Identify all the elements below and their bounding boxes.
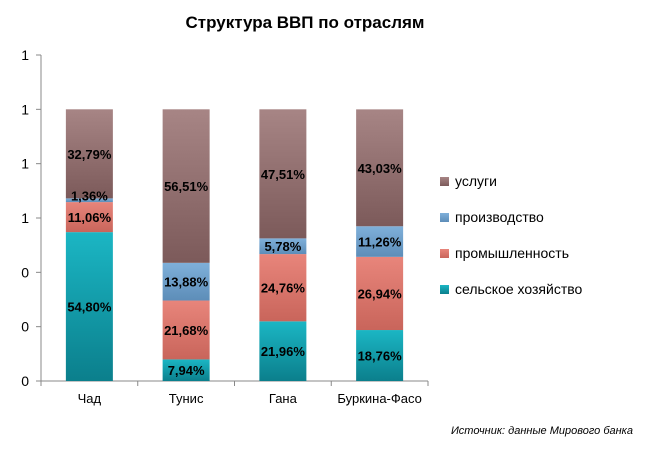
bar-segment bbox=[356, 330, 404, 381]
data-label: 26,94% bbox=[358, 286, 403, 301]
legend-swatch bbox=[440, 285, 449, 294]
legend: услуги производство промышленность сельское… bbox=[440, 173, 583, 297]
x-tick-label: Чад bbox=[78, 391, 102, 406]
bar-segment bbox=[65, 232, 113, 381]
legend-label: производство bbox=[455, 209, 544, 225]
y-tick-label: 1 bbox=[21, 210, 29, 226]
y-tick-label: 0 bbox=[21, 319, 29, 335]
bar-segment bbox=[65, 198, 113, 203]
data-label: 13,88% bbox=[164, 275, 209, 290]
x-tick-label: Гана bbox=[269, 391, 298, 406]
legend-swatch bbox=[440, 177, 449, 186]
bar-segment bbox=[259, 238, 307, 255]
y-tick-label: 0 bbox=[21, 264, 29, 280]
data-labels: 54,80% 11,06% 1,36% 32,79% 7,94% 21,68% 13,88%… bbox=[67, 147, 402, 378]
bar-segment bbox=[259, 109, 307, 239]
bars bbox=[65, 109, 404, 381]
data-label: 11,26% bbox=[358, 235, 402, 250]
bar-segment bbox=[259, 254, 307, 322]
x-tick-label: Буркина-Фасо bbox=[337, 391, 422, 406]
legend-label: промышленность bbox=[455, 245, 569, 261]
legend-label: услуги bbox=[455, 173, 497, 189]
bar-segment bbox=[356, 256, 404, 331]
y-tick-label: 1 bbox=[21, 101, 29, 117]
bar-segment bbox=[356, 226, 404, 257]
data-label: 43,03% bbox=[358, 161, 403, 176]
bar-segment bbox=[65, 109, 113, 199]
bar-segment bbox=[356, 109, 404, 227]
legend-label: сельское хозяйство bbox=[455, 281, 583, 297]
chart-title: Структура ВВП по отраслям bbox=[185, 13, 424, 32]
x-tick-label: Тунис bbox=[169, 391, 204, 406]
data-label: 24,76% bbox=[261, 281, 306, 296]
bar-segment bbox=[162, 262, 210, 301]
data-label: 21,68% bbox=[164, 323, 209, 338]
bar-segment bbox=[259, 321, 307, 381]
y-tick-label: 1 bbox=[21, 156, 29, 172]
legend-swatch bbox=[440, 213, 449, 222]
data-label: 11,06% bbox=[68, 210, 112, 225]
bar-segment bbox=[65, 202, 113, 233]
legend-swatch bbox=[440, 249, 449, 258]
data-label: 56,51% bbox=[164, 179, 209, 194]
bar-segment bbox=[162, 300, 210, 360]
data-label: 7,94% bbox=[168, 363, 205, 378]
y-tick-label: 1 bbox=[21, 47, 29, 63]
data-label: 54,80% bbox=[67, 300, 112, 315]
bar-segment bbox=[162, 359, 210, 381]
source-note: Источник: данные Мирового банка bbox=[451, 425, 633, 437]
y-tick-label: 0 bbox=[21, 373, 29, 389]
data-label: 47,51% bbox=[261, 167, 306, 182]
bar-segment bbox=[162, 109, 210, 263]
axes: 0 0 0 1 1 1 1 Чад Тунис Гана Буркина-Фасо bbox=[21, 47, 429, 406]
data-label: 1,36% bbox=[71, 188, 108, 203]
data-label: 32,79% bbox=[67, 147, 112, 162]
data-label: 18,76% bbox=[358, 349, 403, 364]
data-label: 5,78% bbox=[264, 239, 301, 254]
data-label: 21,96% bbox=[261, 344, 306, 359]
